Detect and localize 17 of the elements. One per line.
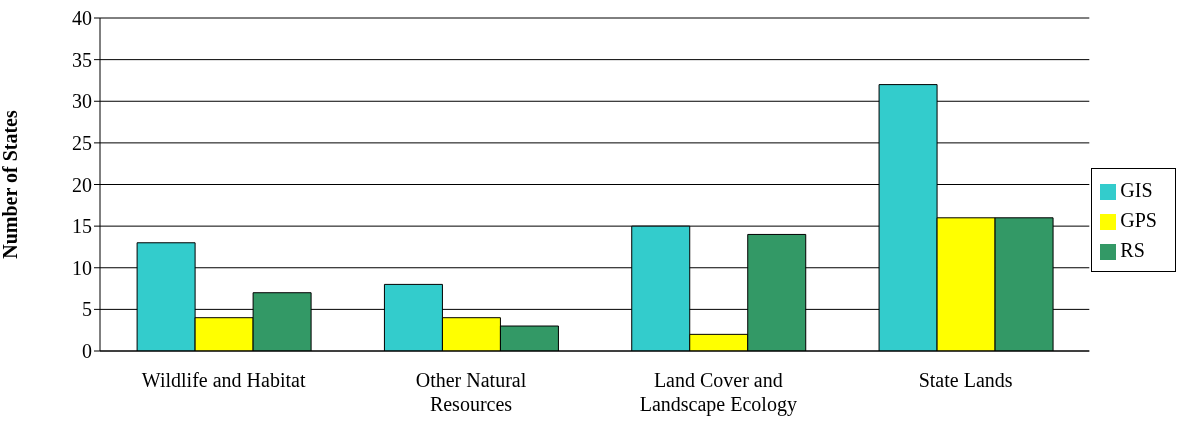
y-tick-label: 5 <box>82 298 92 321</box>
x-tick-label: Wildlife and Habitat <box>141 369 306 391</box>
x-tick-label: Other Natural Resources <box>415 369 527 415</box>
y-tick-label: 0 <box>82 340 92 363</box>
x-tick-label: Land Cover and Landscape Ecology <box>639 369 797 416</box>
legend-label: RS <box>1120 238 1145 261</box>
y-tick-label: 40 <box>72 7 92 30</box>
y-tick-label: 15 <box>72 215 92 238</box>
y-tick-label: 25 <box>72 131 92 154</box>
legend-label: GIS <box>1120 178 1153 201</box>
y-tick-label: 20 <box>72 173 92 196</box>
x-tick-label: State Lands <box>918 369 1013 391</box>
y-tick-label: 35 <box>72 48 92 71</box>
legend-label: GPS <box>1120 208 1157 231</box>
y-tick-label: 30 <box>72 90 92 113</box>
y-tick-label: 10 <box>72 256 92 279</box>
y-axis-title: Number of States <box>0 110 22 259</box>
